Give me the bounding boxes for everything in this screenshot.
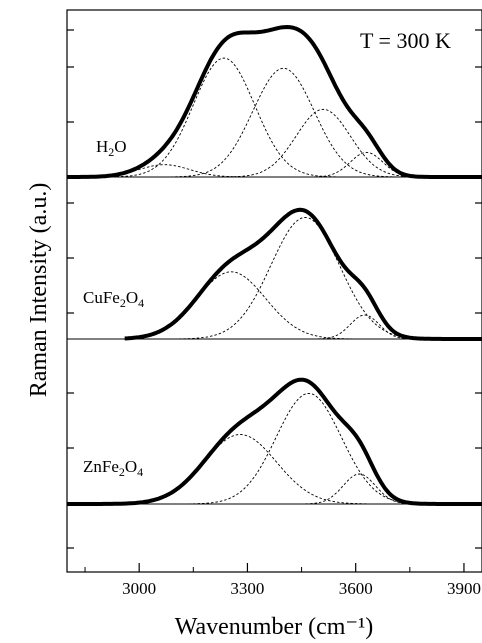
component-curve-znfe2o4-3 xyxy=(67,473,482,505)
panel-label-znfe2o4: ZnFe2O4 xyxy=(83,457,143,479)
envelope-curve-cufe2o4 xyxy=(124,207,482,341)
plot-frame xyxy=(66,9,482,573)
temperature-annotation: T = 300 K xyxy=(360,28,451,53)
y-axis-label: Raman Intensity (a.u.) xyxy=(26,183,52,398)
x-tick-label-3900: 3900 xyxy=(447,579,481,598)
x-tick-label-3300: 3300 xyxy=(230,579,264,598)
x-tick-label-3600: 3600 xyxy=(339,579,373,598)
component-curve-znfe2o4-2 xyxy=(67,392,482,505)
ticks-layer: 3000 3300 3600 3900 xyxy=(67,29,482,598)
curves-layer xyxy=(66,25,482,506)
component-curve-h2o-3 xyxy=(67,67,482,178)
component-curve-cufe2o4-1 xyxy=(124,271,482,340)
panel-label-h2o: H2O xyxy=(96,137,127,159)
component-curve-cufe2o4-3 xyxy=(124,314,482,340)
envelope-curve-znfe2o4 xyxy=(66,377,482,506)
envelope-curve-h2o xyxy=(66,25,482,179)
panel-label-cufe2o4: CuFe2O4 xyxy=(83,288,144,310)
component-curve-h2o-2 xyxy=(67,57,482,178)
x-tick-label-3000: 3000 xyxy=(122,579,156,598)
x-axis-label: Wavenumber (cm⁻¹) xyxy=(175,614,374,640)
component-curve-h2o-4 xyxy=(67,108,482,178)
